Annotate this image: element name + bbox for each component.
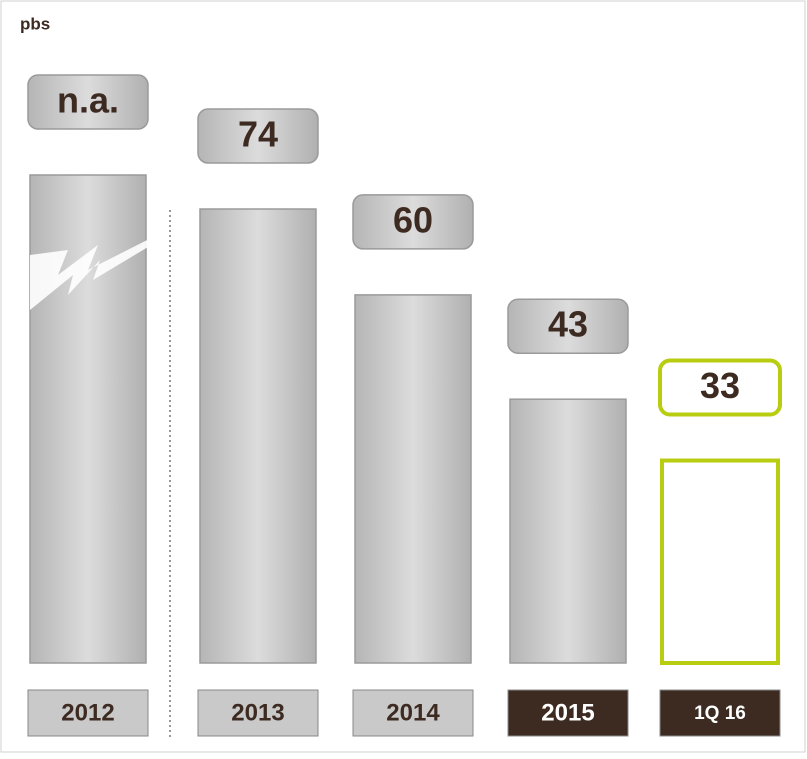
value-label: 74: [238, 114, 278, 155]
value-label-box: [507, 298, 629, 354]
x-tick-label: 1Q 16: [694, 703, 746, 724]
x-tick-label: 2012: [61, 699, 114, 726]
category-box: [27, 689, 149, 737]
bar: [354, 294, 472, 664]
category-box: [507, 689, 629, 737]
category-box: [197, 689, 319, 737]
bar: [660, 458, 780, 665]
value-label-box: [27, 74, 149, 130]
value-label: 33: [700, 365, 740, 406]
value-label-box: [352, 194, 474, 250]
category-box: [659, 689, 781, 737]
value-label-box: [197, 108, 319, 164]
x-tick-label: 2014: [386, 699, 440, 726]
bar: [199, 208, 317, 664]
unit-label: pbs: [20, 14, 50, 33]
value-label: n.a.: [57, 80, 119, 121]
x-tick-label: 2013: [231, 699, 284, 726]
value-label-box: [658, 358, 782, 417]
value-label: 60: [393, 199, 433, 240]
value-label: 43: [548, 304, 588, 345]
break-mark: [30, 232, 163, 310]
bar: [509, 398, 627, 664]
x-tick-label: 2015: [541, 699, 594, 726]
category-box: [352, 689, 474, 737]
na-bar: [29, 174, 147, 664]
